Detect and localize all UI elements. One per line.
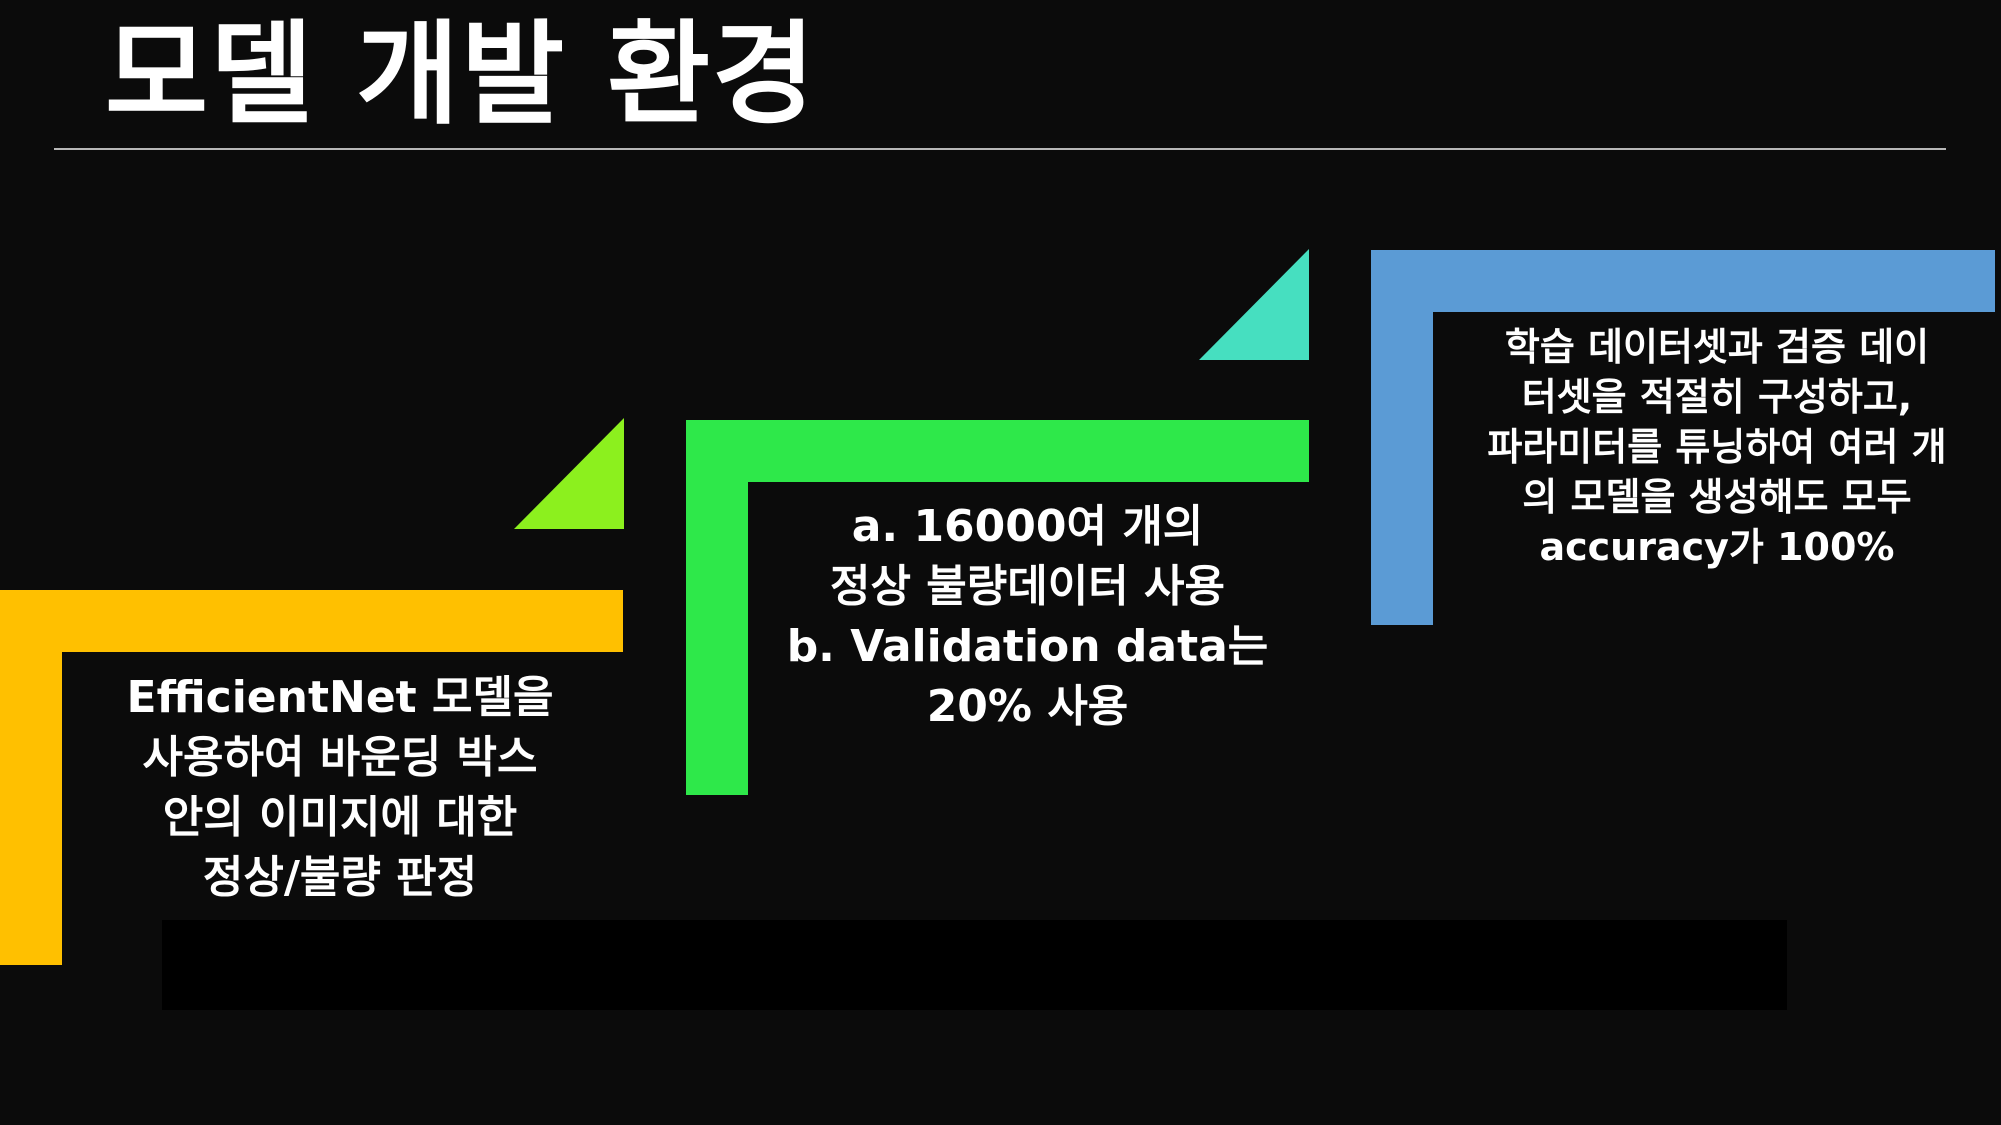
step1-arrow-icon: [514, 418, 624, 529]
slide-title: 모델 개발 환경: [105, 10, 818, 140]
title-divider: [54, 148, 1946, 150]
step1-text: EfficientNet 모델을 사용하여 바운딩 박스 안의 이미지에 대한 …: [126, 672, 554, 903]
step3-bracket-side: [1371, 250, 1433, 625]
step3-text: 학습 데이터셋과 검증 데이 터셋을 적절히 구성하고, 파라미터를 튜닝하여 …: [1487, 325, 1947, 569]
step2-arrow-icon: [1199, 249, 1309, 360]
step2-text: a. 16000여 개의 정상 불량데이터 사용 b. Validation d…: [786, 501, 1269, 732]
step3-bracket-top: [1371, 250, 1995, 312]
step1-bracket-top: [0, 590, 623, 652]
step2-bracket-top: [686, 420, 1309, 482]
black-box: [162, 920, 1787, 1010]
step2-bracket-side: [686, 420, 748, 795]
step1-bracket-side: [0, 590, 62, 965]
